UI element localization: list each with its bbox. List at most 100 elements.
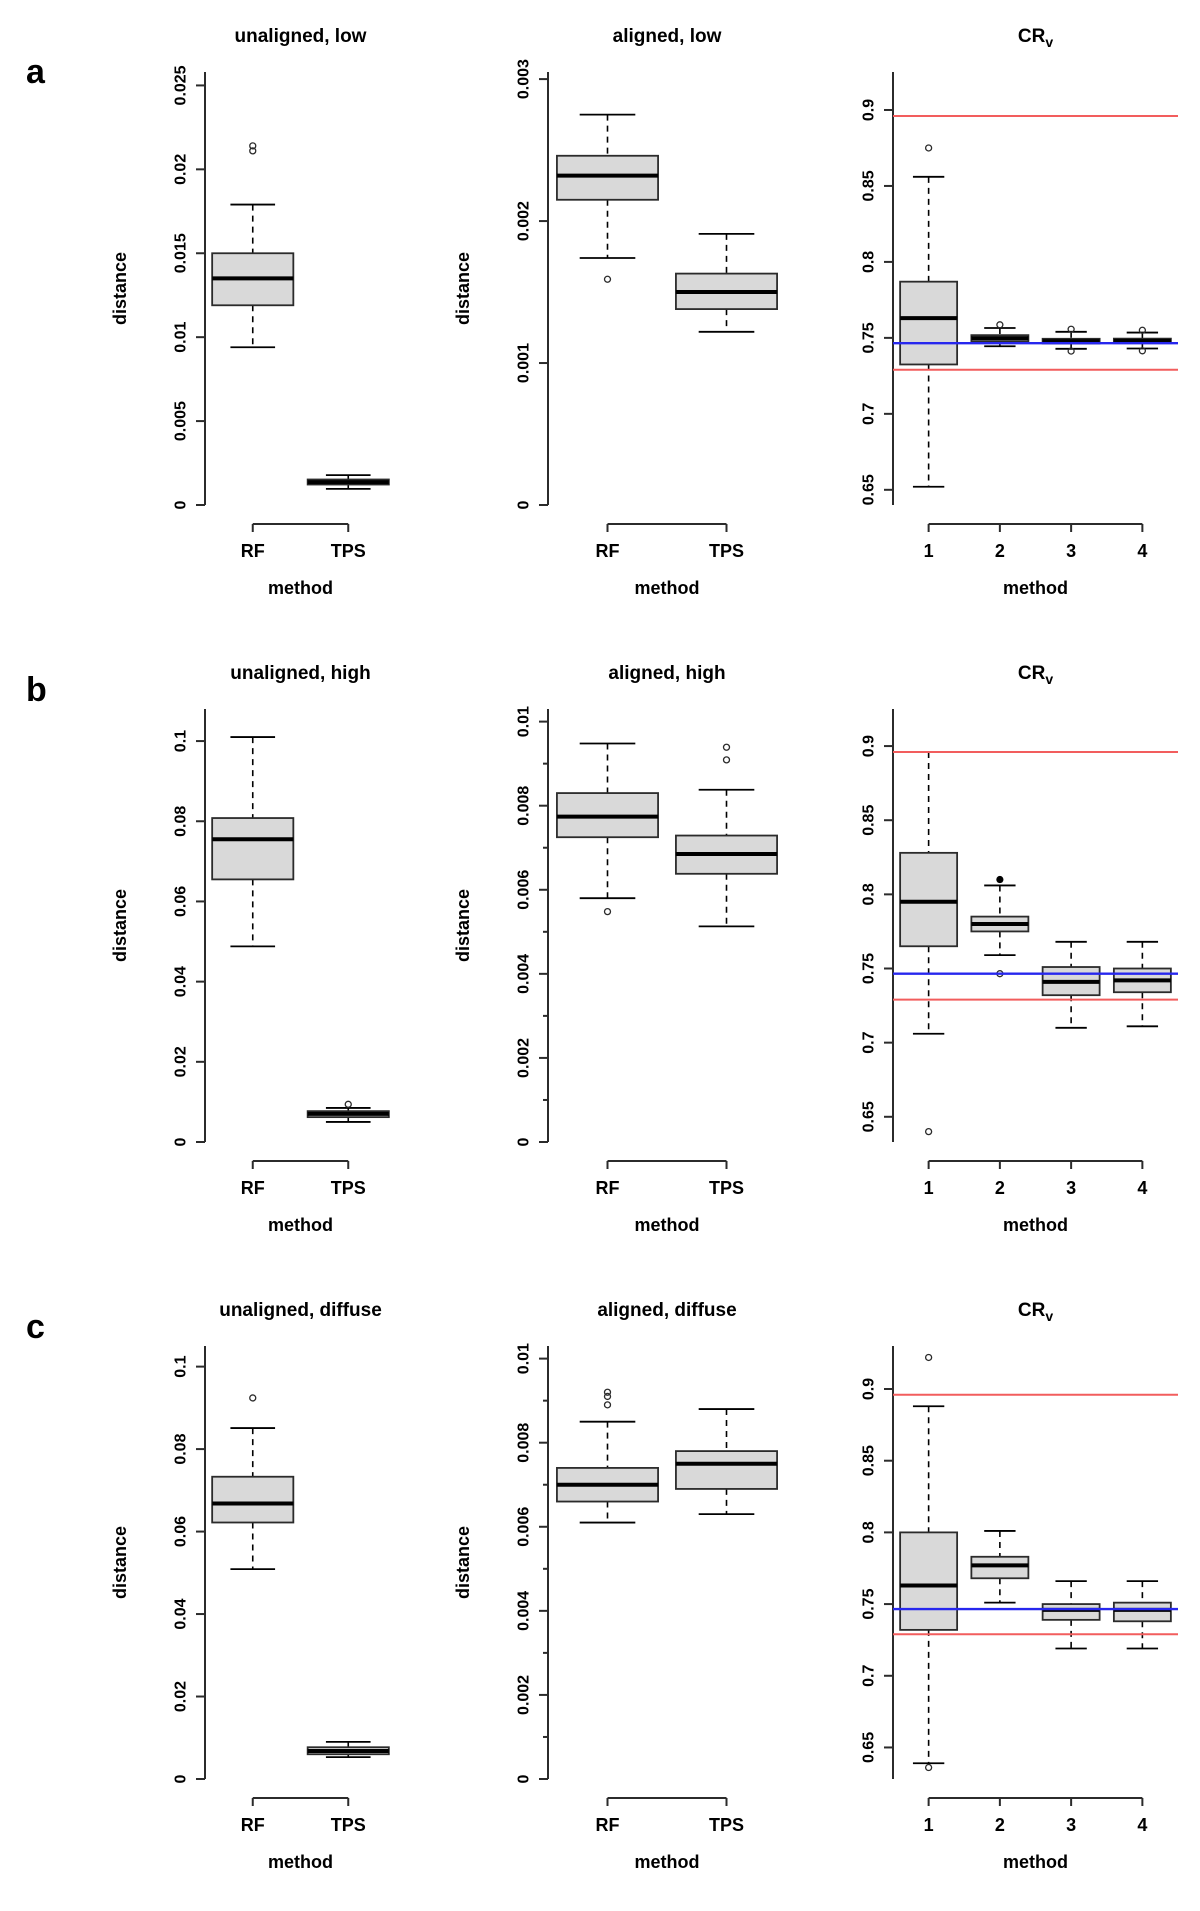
x-axis bbox=[927, 1160, 1144, 1169]
y-tick-label: 0.015 bbox=[172, 233, 189, 273]
y-tick-label: 0.01 bbox=[172, 321, 189, 352]
y-tick-label: 0.9 bbox=[860, 735, 877, 757]
outlier-point bbox=[1067, 325, 1075, 333]
x-tick-label: TPS bbox=[331, 1178, 366, 1198]
x-tick-label: TPS bbox=[331, 1815, 366, 1835]
x-axis-title: method bbox=[635, 578, 700, 598]
panel-b-crv: CRv 0.65 0.7 0.75 0.8 0.85 0.9 1 2 3 4 method bbox=[860, 663, 1178, 1235]
y-axis-title: distance bbox=[110, 252, 130, 325]
outlier-point bbox=[603, 1388, 612, 1396]
panel-title: CRv bbox=[1018, 663, 1053, 687]
y-tick-label: 0.06 bbox=[172, 886, 189, 917]
box-RF bbox=[556, 742, 659, 916]
y-tick-label: 0.006 bbox=[515, 870, 532, 910]
x-tick-label: RF bbox=[596, 1178, 620, 1198]
x-tick-label: TPS bbox=[331, 541, 366, 561]
y-tick-label: 0.06 bbox=[172, 1516, 189, 1547]
x-axis bbox=[606, 1797, 728, 1806]
row-label-b: b bbox=[26, 671, 47, 709]
x-tick-label: 2 bbox=[995, 541, 1005, 561]
y-tick-label: 0.002 bbox=[515, 1675, 532, 1715]
y-tick-label: 0 bbox=[515, 1774, 532, 1783]
x-tick-label: 1 bbox=[924, 541, 934, 561]
x-tick-label: RF bbox=[241, 541, 265, 561]
y-tick-label: 0 bbox=[172, 1137, 189, 1146]
x-axis bbox=[927, 1797, 1144, 1806]
outlier-point bbox=[249, 142, 257, 150]
outlier-point bbox=[1138, 347, 1147, 355]
x-tick-label: 2 bbox=[995, 1178, 1005, 1198]
y-tick-label: 0.8 bbox=[860, 883, 877, 905]
box-1 bbox=[899, 1353, 959, 1772]
x-axis-title: method bbox=[268, 1852, 333, 1872]
outlier-point bbox=[722, 743, 731, 751]
x-axis bbox=[606, 1160, 728, 1169]
x-tick-label: 3 bbox=[1066, 1178, 1076, 1198]
x-tick-label: 4 bbox=[1137, 541, 1147, 561]
x-tick-label: 4 bbox=[1137, 1815, 1147, 1835]
iqr-box bbox=[211, 1475, 295, 1524]
y-tick-label: 0.9 bbox=[860, 99, 877, 121]
box-4 bbox=[1112, 1580, 1172, 1650]
box-1 bbox=[899, 144, 959, 488]
box-TPS bbox=[675, 232, 778, 333]
y-tick-label: 0.8 bbox=[860, 1521, 877, 1543]
box-RF bbox=[556, 113, 659, 283]
x-tick-label: TPS bbox=[709, 1178, 744, 1198]
box-RF bbox=[211, 736, 295, 948]
y-tick-label: 0.65 bbox=[860, 1732, 877, 1763]
y-tick-label: 0.08 bbox=[172, 806, 189, 837]
outlier-point bbox=[924, 1353, 933, 1362]
y-tick-label: 0.02 bbox=[172, 1681, 189, 1712]
y-tick-label: 0.1 bbox=[172, 1355, 189, 1377]
outlier-point bbox=[603, 907, 612, 916]
y-axis-title: distance bbox=[453, 889, 473, 962]
box-TPS bbox=[306, 1100, 390, 1123]
y-tick-label: 0.004 bbox=[515, 1591, 532, 1631]
x-axis-title: method bbox=[1003, 578, 1068, 598]
y-tick-label: 0.7 bbox=[860, 403, 877, 425]
iqr-box bbox=[556, 154, 659, 201]
iqr-box bbox=[899, 1531, 959, 1631]
row-label-c: c bbox=[26, 1308, 45, 1346]
panel-title: unaligned, diffuse bbox=[219, 1300, 382, 1321]
x-tick-label: RF bbox=[241, 1178, 265, 1198]
outlier-point bbox=[344, 1100, 352, 1108]
box-2 bbox=[970, 875, 1030, 978]
panel-title: CRv bbox=[1018, 26, 1053, 50]
y-axis bbox=[539, 709, 549, 1143]
y-tick-label: 0.85 bbox=[860, 1445, 877, 1476]
box-4 bbox=[1112, 940, 1172, 1028]
y-tick-label: 0.02 bbox=[172, 1046, 189, 1077]
panel-c-aligned-diffuse: aligned, diffuse 0 0.002 0.004 0.006 0.008 0.0… bbox=[453, 1300, 778, 1872]
box-1 bbox=[899, 751, 959, 1136]
y-tick-label: 0 bbox=[515, 500, 532, 509]
panel-a-unaligned-low: unaligned, low 0 0.005 0.01 0.015 0.02 0.025 di… bbox=[110, 26, 390, 598]
y-tick-label: 0.01 bbox=[515, 706, 532, 737]
y-tick-label: 0.7 bbox=[860, 1665, 877, 1687]
iqr-box bbox=[211, 817, 295, 881]
x-axis-title: method bbox=[268, 1215, 333, 1235]
outlier-point bbox=[603, 1401, 612, 1409]
y-axis-title: distance bbox=[453, 1526, 473, 1599]
y-axis bbox=[884, 709, 894, 1142]
y-tick-label: 0.85 bbox=[860, 805, 877, 836]
x-tick-label: 4 bbox=[1137, 1178, 1147, 1198]
panel-title: aligned, low bbox=[613, 26, 722, 47]
x-axis bbox=[251, 1797, 350, 1806]
outlier-point bbox=[924, 144, 933, 152]
y-tick-label: 0.002 bbox=[515, 201, 532, 241]
x-tick-label: RF bbox=[596, 541, 620, 561]
y-axis-title: distance bbox=[110, 889, 130, 962]
outlier-point bbox=[249, 147, 257, 155]
y-tick-label: 0.75 bbox=[860, 322, 877, 353]
panel-title: CRv bbox=[1018, 1300, 1053, 1324]
y-tick-label: 0.65 bbox=[860, 1101, 877, 1132]
iqr-box bbox=[970, 1555, 1030, 1580]
y-tick-label: 0.002 bbox=[515, 1038, 532, 1078]
x-tick-label: RF bbox=[241, 1815, 265, 1835]
panel-title: aligned, diffuse bbox=[597, 1300, 736, 1321]
box-3 bbox=[1041, 325, 1101, 355]
x-axis-title: method bbox=[1003, 1852, 1068, 1872]
